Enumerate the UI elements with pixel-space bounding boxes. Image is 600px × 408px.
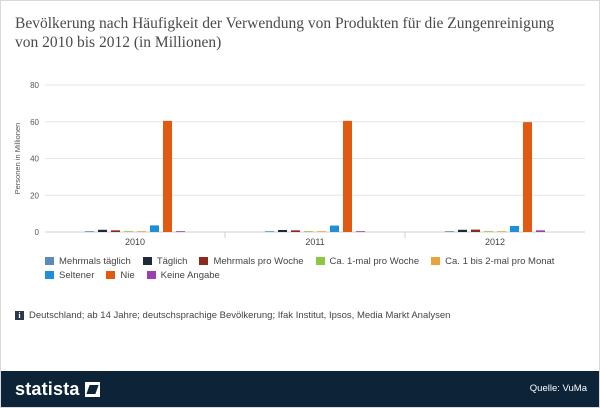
bar <box>150 225 159 232</box>
bar <box>291 230 300 232</box>
legend-row: Seltener Nie Keine Angabe <box>45 268 585 282</box>
legend-item[interactable]: Seltener <box>45 270 94 281</box>
legend-swatch <box>142 257 152 265</box>
bar <box>124 231 133 232</box>
legend-swatch <box>199 257 209 265</box>
grid-lines <box>45 84 585 233</box>
chart-title: Bevölkerung nach Häufigkeit der Verwendu… <box>15 15 555 51</box>
bar <box>317 231 326 232</box>
legend-item[interactable]: Mehrmals täglich <box>45 256 131 267</box>
bar <box>458 229 467 232</box>
legend-label: Keine Angabe <box>160 269 220 281</box>
legend-swatch <box>45 257 54 265</box>
footer-bar: statista Quelle: VuMa <box>1 371 599 407</box>
x-tick-label: 2011 <box>305 237 324 247</box>
bar <box>343 120 352 232</box>
x-tick-label: 2010 <box>125 237 145 247</box>
bar <box>265 231 274 232</box>
axes: 0 20 40 60 80 Personen in Millionen 2010 2011 20… <box>13 81 505 247</box>
bar <box>163 120 172 232</box>
bar <box>330 225 339 232</box>
y-tick-label: 60 <box>30 118 39 127</box>
info-icon: i <box>15 311 24 320</box>
legend-item[interactable]: Mehrmals pro Woche <box>199 255 304 267</box>
legend: Mehrmals täglich Täglich Mehrmals pro Woch… <box>45 254 585 282</box>
bars <box>85 120 545 232</box>
legend-swatch <box>146 271 156 279</box>
bar-chart: 0 20 40 60 80 Personen in Millionen 2010 2011 20… <box>13 81 585 247</box>
bar <box>471 229 480 232</box>
bar <box>536 230 545 232</box>
bar <box>111 230 120 232</box>
legend-swatch <box>431 257 441 265</box>
y-tick-label: 80 <box>30 81 39 90</box>
legend-label: Täglich <box>156 255 188 267</box>
statista-logo-mark-icon <box>84 382 100 397</box>
bar <box>523 122 532 232</box>
legend-swatch <box>45 271 54 279</box>
y-tick-label: 0 <box>35 228 40 237</box>
legend-label: Nie <box>120 269 135 281</box>
bar <box>278 229 287 232</box>
bar <box>85 231 94 232</box>
legend-label: Mehrmals täglich <box>59 255 131 267</box>
y-tick-label: 20 <box>30 191 39 200</box>
bar <box>510 225 519 232</box>
brand-name: statista <box>15 379 80 399</box>
x-tick-label: 2012 <box>485 237 505 247</box>
legend-item[interactable]: Nie <box>106 269 135 281</box>
legend-label: Ca. 1 bis 2-mal pro Monat <box>445 255 555 267</box>
y-axis-label: Personen in Millionen <box>13 123 22 195</box>
source-note: i Deutschland; ab 14 Jahre; deutschsprac… <box>15 310 450 321</box>
legend-item[interactable]: Ca. 1-mal pro Woche <box>315 255 420 267</box>
bar <box>137 231 146 232</box>
bar <box>304 231 313 232</box>
bar <box>98 229 107 232</box>
statista-logo[interactable]: statista <box>15 379 100 400</box>
legend-item[interactable]: Keine Angabe <box>146 269 220 281</box>
legend-item[interactable]: Täglich <box>142 255 188 267</box>
bar <box>445 231 454 232</box>
y-tick-label: 40 <box>30 155 39 164</box>
legend-swatch <box>315 257 325 265</box>
bar <box>497 231 506 232</box>
bar <box>176 231 185 232</box>
legend-swatch <box>106 271 116 279</box>
legend-row: Mehrmals täglich Täglich Mehrmals pro Woch… <box>45 254 585 268</box>
legend-item[interactable]: Ca. 1 bis 2-mal pro Monat <box>431 256 554 267</box>
bar <box>484 231 493 232</box>
legend-label: Mehrmals pro Woche <box>213 255 304 267</box>
note-text: Deutschland; ab 14 Jahre; deutschsprachi… <box>29 310 451 321</box>
legend-label: Ca. 1-mal pro Woche <box>329 255 420 267</box>
bar <box>356 231 365 232</box>
source-label: Quelle: VuMa <box>529 383 587 394</box>
legend-label: Seltener <box>59 269 95 281</box>
